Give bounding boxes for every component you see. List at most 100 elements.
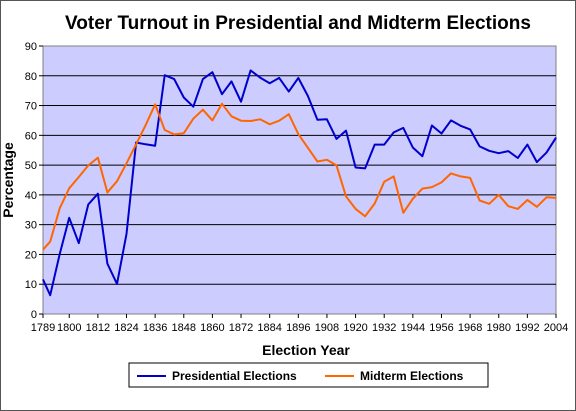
data-point-1 — [421, 188, 423, 190]
data-point-0 — [202, 78, 204, 80]
data-point-1 — [555, 197, 557, 199]
x-tick-label: 1968 — [458, 322, 482, 334]
data-point-1 — [87, 164, 89, 166]
data-point-0 — [316, 119, 318, 121]
data-point-1 — [412, 198, 414, 200]
x-axis-ticks: 1789 1800 1812 1824 1836 1848 1860 1872 1884 1896… — [31, 314, 568, 334]
plot-area — [42, 45, 557, 315]
data-point-0 — [59, 253, 61, 255]
data-point-0 — [183, 97, 185, 98]
data-point-0 — [555, 137, 557, 139]
data-point-1 — [126, 162, 127, 164]
legend-label-presidential: Presidential Elections — [172, 369, 297, 383]
data-point-1 — [326, 159, 328, 161]
x-tick-label: 1824 — [114, 322, 138, 334]
data-point-0 — [441, 133, 442, 134]
data-point-0 — [250, 69, 252, 71]
legend-box — [128, 362, 489, 388]
data-point-1 — [364, 215, 366, 217]
x-tick-label: 1789 — [31, 322, 55, 334]
data-point-1 — [202, 109, 204, 111]
data-point-0 — [259, 77, 261, 79]
data-point-0 — [42, 279, 44, 280]
x-tick-label: 1896 — [286, 322, 310, 334]
data-point-1 — [145, 124, 147, 126]
x-tick-label: 1944 — [401, 322, 425, 334]
data-point-1 — [336, 164, 337, 166]
series-lines — [42, 69, 557, 297]
data-point-1 — [441, 181, 442, 183]
x-tick-label: 1800 — [57, 322, 81, 334]
data-point-1 — [355, 208, 357, 210]
data-point-1 — [374, 203, 376, 204]
data-point-1 — [78, 176, 80, 178]
data-point-0 — [536, 161, 538, 163]
data-point-0 — [526, 144, 528, 146]
data-point-0 — [49, 294, 51, 296]
data-point-0 — [393, 131, 395, 133]
data-point-1 — [154, 103, 156, 105]
data-point-0 — [479, 145, 481, 147]
data-point-0 — [211, 71, 213, 73]
data-point-1 — [345, 195, 347, 197]
data-point-0 — [278, 77, 280, 79]
data-point-0 — [307, 95, 309, 97]
data-point-1 — [450, 172, 452, 174]
data-point-0 — [221, 93, 223, 95]
y-axis-label: Percentage — [1, 142, 16, 218]
data-point-1 — [221, 103, 223, 105]
y-tick-label: 60 — [25, 130, 37, 142]
data-point-0 — [240, 101, 242, 103]
y-tick-label: 0 — [31, 309, 37, 321]
data-point-0 — [126, 233, 127, 235]
data-point-1 — [259, 118, 261, 120]
data-point-0 — [336, 138, 337, 140]
y-tick-label: 90 — [25, 41, 37, 53]
data-point-1 — [49, 241, 51, 243]
x-tick-label: 1836 — [143, 322, 167, 334]
data-point-1 — [393, 175, 395, 177]
data-point-1 — [469, 177, 471, 179]
x-tick-label: 1812 — [86, 322, 110, 334]
data-point-0 — [164, 74, 166, 76]
data-point-1 — [183, 132, 185, 134]
data-point-0 — [116, 283, 118, 285]
x-tick-label: 1860 — [200, 322, 224, 334]
data-point-0 — [145, 143, 147, 145]
data-point-1 — [278, 120, 280, 122]
data-point-1 — [297, 133, 299, 135]
data-point-1 — [288, 113, 290, 115]
data-point-1 — [307, 147, 309, 149]
data-point-1 — [383, 181, 385, 183]
data-point-0 — [546, 152, 547, 154]
data-point-1 — [507, 205, 509, 207]
data-point-0 — [173, 78, 175, 80]
x-tick-label: 1920 — [343, 322, 367, 334]
y-axis-ticks: 0 10 20 30 40 50 60 70 80 90 — [25, 41, 43, 321]
data-point-0 — [507, 150, 509, 152]
x-tick-label: 1992 — [515, 322, 539, 334]
data-point-1 — [59, 207, 61, 209]
x-tick-label: 1932 — [372, 322, 396, 334]
y-tick-label: 30 — [25, 220, 37, 232]
data-point-1 — [42, 249, 44, 251]
legend-label-midterm: Midterm Elections — [360, 369, 464, 383]
x-tick-label: 1908 — [315, 322, 339, 334]
data-point-0 — [421, 155, 423, 157]
legend: Presidential Elections Midterm Elections — [128, 362, 489, 388]
data-point-0 — [488, 150, 490, 152]
data-point-1 — [192, 118, 194, 120]
data-point-1 — [231, 115, 232, 117]
data-point-1 — [250, 120, 252, 122]
data-point-1 — [536, 206, 538, 208]
data-point-0 — [469, 128, 471, 130]
data-point-1 — [526, 199, 528, 201]
data-point-0 — [412, 147, 414, 148]
data-point-0 — [297, 77, 299, 79]
data-point-0 — [154, 145, 156, 147]
y-tick-label: 50 — [25, 160, 37, 172]
y-tick-label: 10 — [25, 279, 37, 291]
x-tick-label: 2004 — [544, 322, 568, 334]
data-point-0 — [106, 263, 108, 265]
